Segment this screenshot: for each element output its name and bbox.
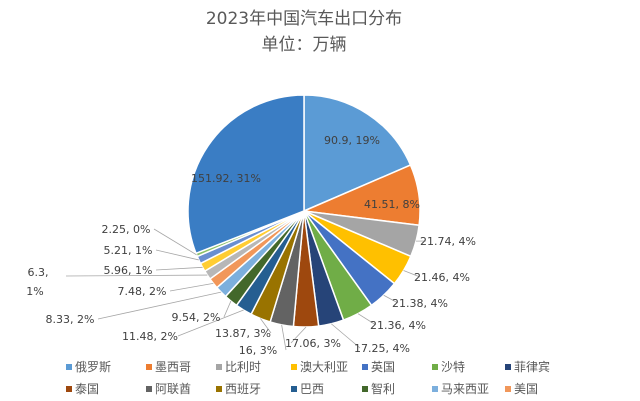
data-label: 5.96, 1%: [104, 264, 153, 277]
legend-label: 泰国: [75, 382, 99, 396]
data-label: 41.51, 8%: [364, 198, 420, 211]
legend-swatch: [362, 364, 368, 370]
legend-swatch: [291, 364, 297, 370]
legend-label: 俄罗斯: [75, 360, 111, 374]
leader-line: [169, 282, 214, 292]
legend-swatch: [66, 386, 72, 392]
leader-line: [260, 318, 272, 334]
legend-swatch: [146, 364, 152, 370]
legend-swatch: [505, 364, 511, 370]
data-label: 7.48, 2%: [118, 285, 167, 298]
legend-label: 西班牙: [225, 382, 261, 396]
leader-line: [177, 309, 244, 337]
legend-item: 俄罗斯: [66, 360, 111, 374]
legend-item: 英国: [362, 360, 395, 374]
data-label: 13.87, 3%: [215, 327, 271, 340]
legend-item: 菲律宾: [505, 359, 550, 374]
legend-item: 沙特: [432, 359, 465, 374]
data-label: 17.06, 3%: [285, 337, 341, 350]
legend-swatch: [146, 386, 152, 392]
leader-line: [155, 249, 199, 261]
leader-line: [65, 274, 208, 277]
leader-line: [383, 294, 399, 304]
legend-item: 比利时: [216, 360, 261, 374]
legend-label: 菲律宾: [514, 359, 550, 374]
legend-label: 智利: [371, 381, 395, 396]
legend-label: 阿联酋: [155, 381, 191, 396]
legend-label: 马来西亚: [441, 382, 489, 396]
legend-label: 沙特: [441, 359, 465, 374]
legend-item: 马来西亚: [432, 382, 489, 396]
leader-line: [290, 326, 307, 344]
data-label: 151.92, 31%: [191, 172, 261, 185]
leader-line: [403, 270, 421, 278]
leader-line: [330, 323, 361, 349]
legend-swatch: [216, 364, 222, 370]
legend-label: 墨西哥: [155, 360, 191, 374]
legend-swatch: [505, 386, 511, 392]
data-label: 90.9, 19%: [324, 134, 380, 147]
legend-swatch: [66, 364, 72, 370]
legend-item: 墨西哥: [146, 360, 191, 374]
data-label: 5.21, 1%: [104, 244, 153, 257]
legend-item: 阿联酋: [146, 381, 191, 396]
leader-line: [281, 324, 287, 351]
data-label: 16, 3%: [239, 344, 277, 357]
legend-label: 巴西: [300, 382, 324, 396]
legend-swatch: [216, 386, 222, 392]
legend-swatch: [291, 386, 297, 392]
pie-slice: [187, 94, 305, 255]
legend-swatch: [362, 386, 368, 392]
legend-item: 泰国: [66, 382, 99, 396]
pie-slice: [303, 94, 412, 213]
data-label: 6.3,: [28, 266, 49, 279]
legend-swatch: [432, 386, 438, 392]
legend-item: 智利: [362, 381, 395, 396]
legend-item: 美国: [505, 382, 538, 396]
leader-line: [357, 313, 377, 326]
legend-swatch: [432, 364, 438, 370]
data-label: 21.74, 4%: [420, 235, 476, 248]
data-label: 21.36, 4%: [370, 319, 426, 332]
data-label: 9.54, 2%: [172, 311, 221, 324]
data-label: 21.38, 4%: [392, 297, 448, 310]
leader-line: [155, 266, 203, 271]
data-label: 17.25, 4%: [354, 342, 410, 355]
data-label: 11.48, 2%: [122, 330, 178, 343]
legend-label: 比利时: [225, 360, 261, 374]
data-label: 21.46, 4%: [414, 271, 470, 284]
data-label: 2.25, 0%: [102, 223, 151, 236]
legend-item: 巴西: [291, 382, 324, 396]
legend-item: 西班牙: [216, 382, 261, 396]
legend-label: 美国: [514, 382, 538, 396]
legend-label: 英国: [371, 360, 395, 374]
leader-line: [153, 228, 197, 256]
data-label: 8.33, 2%: [46, 313, 95, 326]
chart-title: 2023年中国汽车出口分布: [206, 9, 402, 29]
leader-line: [223, 300, 232, 318]
data-label: 1%: [26, 285, 43, 298]
chart-subtitle: 单位：万辆: [262, 35, 347, 55]
legend-item: 澳大利亚: [291, 360, 348, 374]
legend-label: 澳大利亚: [300, 360, 348, 374]
leader-line: [97, 291, 222, 320]
